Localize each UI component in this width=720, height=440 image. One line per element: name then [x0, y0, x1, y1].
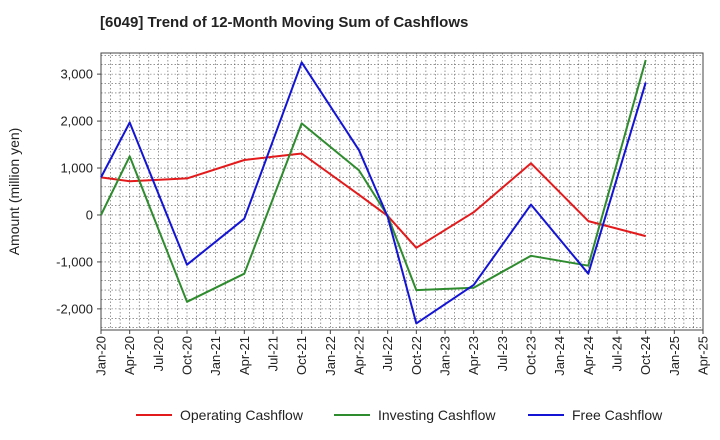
chart-title: [6049] Trend of 12-Month Moving Sum of C… [100, 14, 469, 31]
x-tick-label: Oct-23 [524, 336, 539, 375]
investing-cashflow-line [100, 59, 647, 303]
legend-item-operating: Operating Cashflow [136, 404, 303, 426]
x-tick-label: Oct-22 [409, 336, 424, 375]
x-tick-label: Oct-21 [294, 336, 309, 375]
x-tick-label: Jan-24 [552, 336, 567, 376]
x-gridlines [100, 53, 704, 330]
x-tick-label: Apr-21 [237, 336, 252, 375]
x-tick-label: Apr-24 [581, 336, 596, 375]
x-tick-label: Jul-22 [380, 336, 395, 371]
legend-label-investing: Investing Cashflow [378, 407, 496, 423]
y-axis-label: Amount (million yen) [6, 128, 22, 256]
x-tick-label: Apr-22 [352, 336, 367, 375]
legend: Operating Cashflow Investing Cashflow Fr… [0, 404, 720, 426]
y-tick-label: 2,000 [60, 114, 93, 129]
legend-label-operating: Operating Cashflow [180, 407, 303, 423]
legend-item-investing: Investing Cashflow [334, 404, 496, 426]
x-tick-label: Jan-21 [208, 336, 223, 376]
legend-swatch-free [528, 414, 564, 416]
x-tick-label: Jan-25 [667, 336, 682, 376]
x-tick-label: Jul-24 [610, 336, 625, 371]
plot-frame [100, 52, 704, 331]
x-tick-label: Oct-24 [638, 336, 653, 375]
x-tick-label: Jan-20 [94, 336, 109, 376]
x-tick-label: Jan-23 [438, 336, 453, 376]
y-tick-label: 3,000 [60, 67, 93, 82]
legend-swatch-investing [334, 414, 370, 416]
x-tick-label: Apr-25 [696, 336, 711, 375]
x-tick-label: Jul-21 [266, 336, 281, 371]
x-tick-label: Jul-23 [495, 336, 510, 371]
plot-area [101, 53, 703, 330]
x-tick-label: Jul-20 [151, 336, 166, 371]
x-tick-label: Apr-20 [122, 336, 137, 375]
y-tick-label: 1,000 [60, 161, 93, 176]
legend-swatch-operating [136, 414, 172, 416]
y-tick-label: 0 [86, 207, 93, 222]
y-tick-label: -1,000 [56, 254, 93, 269]
legend-label-free: Free Cashflow [572, 407, 663, 423]
x-tick-label: Apr-23 [466, 336, 481, 375]
y-tick-label: -2,000 [56, 301, 93, 316]
line-chart: -2,000 -1,000 0 1,000 2,000 3,000 Jan-20 Apr-20… [6, 52, 711, 376]
x-tick-label: Oct-20 [180, 336, 195, 375]
operating-cashflow-line [100, 152, 646, 249]
x-tick-label: Jan-22 [323, 336, 338, 376]
free-cashflow-line [100, 61, 647, 325]
legend-item-free: Free Cashflow [528, 404, 662, 426]
